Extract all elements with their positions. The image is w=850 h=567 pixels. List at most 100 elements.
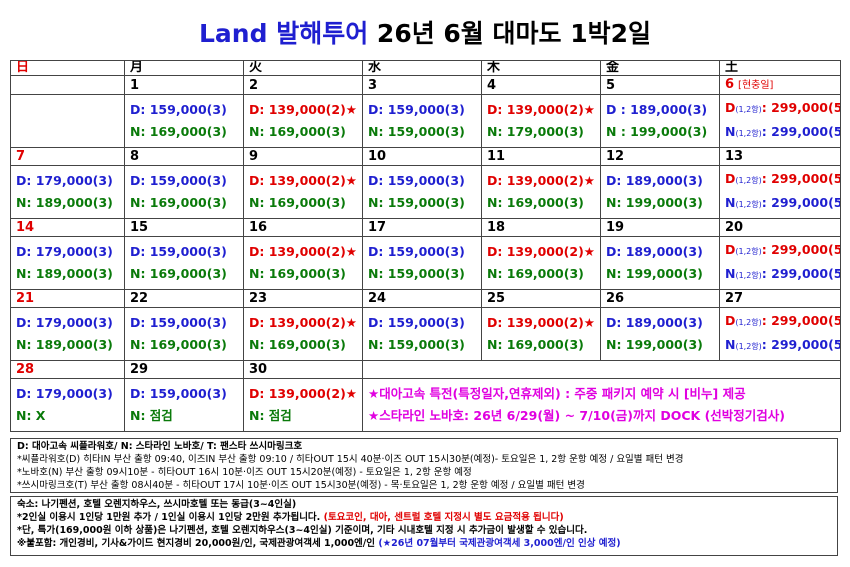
day-number: 27 (725, 291, 744, 306)
day-number: 11 (487, 149, 506, 164)
price-row: D: 179,000(3) N: 189,000(3) D: 159,000(3) N… (10, 236, 841, 290)
day-number: 18 (487, 220, 506, 235)
accommodation-info-box: 숙소: 나기펜션, 호텔 오렌지하우스, 쓰시마호텔 또는 동급(3~4인실) … (10, 496, 838, 556)
day-number: 12 (606, 149, 625, 164)
day-number-cell: 14 (10, 218, 125, 237)
departure-price: D(1,2항): 299,000(5) (725, 310, 840, 334)
tax-increase-note: (★26년 07월부터 국제관광여객세 3,000엔/인 인상 예정) (375, 538, 621, 549)
price-d-letter: D (725, 100, 736, 115)
price-n-sailing: (1,2항) (735, 271, 762, 280)
price-n-sailing: (1,2항) (735, 200, 762, 209)
price-d-line: D: 139,000(2)★ (249, 173, 357, 188)
price-n-line: N: 169,000(3) (130, 266, 227, 281)
price-n-line: N: 199,000(3) (606, 337, 703, 352)
price-d-line: D: 139,000(2)★ (487, 102, 595, 117)
price-cell: D: 179,000(3) N: 189,000(3) (10, 236, 125, 290)
day-number-cell: 13 (719, 147, 841, 166)
day-number-cell: 11 (481, 147, 601, 166)
price-cell: D: 159,000(3) N: 159,000(3) (362, 165, 482, 219)
day-number-cell: 29 (124, 360, 244, 379)
weekday-header-row: 日月火水木金土 (10, 60, 841, 76)
day-number-cell: 30 (243, 360, 363, 379)
return-price: N(1,2항): 299,000(5) (725, 334, 840, 358)
weekday-header-cell: 木 (481, 60, 601, 76)
day-number: 25 (487, 291, 506, 306)
day-number: 17 (368, 220, 387, 235)
price-d-line: D : 189,000(3) (606, 102, 708, 117)
price-d-line: D: 159,000(3) (368, 315, 465, 330)
price-n-line: N: 169,000(3) (249, 124, 346, 139)
day-number: 10 (368, 149, 387, 164)
price-n-line: N: 169,000(3) (130, 195, 227, 210)
price-cell: D: 139,000(2)★ N: 169,000(3) (243, 236, 363, 290)
day-number: 6 (725, 77, 735, 92)
price-d-line: D: 159,000(3) (130, 244, 227, 259)
day-number-cell: 27 (719, 289, 841, 308)
weekday-header-cell: 土 (719, 60, 841, 76)
price-d-line: D: 139,000(2)★ (487, 173, 595, 188)
room-surcharge-text: *2인실 이용시 1인당 1만원 추가 / 1인실 이용시 1인당 2만원 추가… (17, 512, 321, 523)
price-cell: D: 159,000(3) N: 169,000(3) (124, 165, 244, 219)
price-n-line: N: 199,000(3) (606, 195, 703, 210)
price-cell: D: 139,000(2)★ N: 169,000(3) (481, 165, 601, 219)
price-d-line: D: 159,000(3) (368, 244, 465, 259)
price-d-line: D: 179,000(3) (16, 386, 113, 401)
price-cell: D: 179,000(3) N: 189,000(3) (10, 165, 125, 219)
price-n-line: N: X (16, 408, 46, 423)
day-number-row: 14 15 16 17 18 19 20 (10, 218, 841, 237)
day-number-cell: 24 (362, 289, 482, 308)
day-number: 4 (487, 77, 497, 93)
price-cell: D: 139,000(2)★ N: 179,000(3) (481, 94, 601, 148)
price-n-letter: N (725, 337, 736, 352)
price-d-line: D: 139,000(2)★ (487, 244, 595, 259)
day-number: 1 (130, 77, 140, 93)
page-title: Land 발해투어 26년 6월 대마도 1박2일 (0, 14, 850, 50)
day-number-row: 1 2 3 4 5 6 [현충일] (10, 75, 841, 95)
day-number: 7 (16, 149, 26, 164)
day-number: 23 (249, 291, 268, 306)
day-number-cell: 19 (600, 218, 720, 237)
price-d-line: D: 189,000(3) (606, 173, 703, 188)
price-cell: D : 189,000(3) N : 199,000(3) (600, 94, 720, 148)
price-n-line: N: 점검 (130, 408, 173, 423)
price-n-sailing: (1,2항) (735, 342, 762, 351)
day-number: 5 (606, 77, 616, 93)
notice-line-1: ★대아고속 특전(특정일자,연휴제외) : 주중 패키지 예약 시 [비누] 제… (368, 386, 746, 401)
day-number: 13 (725, 149, 744, 164)
day-number-cell: 5 (600, 75, 720, 95)
price-d-sailing: (1,2항) (735, 105, 762, 114)
excluded-text: ※불포함: 개인경비, 기사&가이드 현지경비 20,000원/인, 국제관광여… (17, 538, 376, 549)
price-d-amount: : 299,000(5) (761, 242, 841, 257)
day-number: 28 (16, 362, 35, 377)
price-d-line: D: 139,000(2)★ (249, 244, 357, 259)
price-d-amount: : 299,000(5) (761, 100, 841, 115)
weekday-header-cell: 火 (243, 60, 363, 76)
special-price-line: *단, 특가(169,000원 이하 상품)은 나기펜션, 호텔 오렌지하우스(… (17, 525, 588, 536)
return-price: N(1,2항): 299,000(5) (725, 121, 840, 145)
price-cell: D: 189,000(3) N: 199,000(3) (600, 307, 720, 361)
day-number: 29 (130, 362, 149, 377)
day-number-cell: 20 (719, 218, 841, 237)
price-cell: D(1,2항): 299,000(5) N(1,2항): 299,000(5) (719, 94, 841, 148)
day-number-cell: 18 (481, 218, 601, 237)
price-n-line: N: 169,000(3) (249, 266, 346, 281)
price-n-letter: N (725, 124, 736, 139)
price-d-amount: : 299,000(5) (761, 171, 841, 186)
lodging-line: 숙소: 나기펜션, 호텔 오렌지하우스, 쓰시마호텔 또는 동급(3~4인실) (17, 499, 297, 510)
price-cell: D: 179,000(3) N: X (10, 378, 125, 432)
price-d-line: D: 189,000(3) (606, 315, 703, 330)
day-number: 2 (249, 77, 259, 93)
day-number-cell: 16 (243, 218, 363, 237)
departure-price: D(1,2항): 299,000(5) (725, 239, 840, 263)
price-n-amount: : 299,000(5) (761, 124, 841, 139)
day-number-cell: 9 (243, 147, 363, 166)
ferry-seaflower-note: *씨플라워호(D) 히타IN 부산 출항 09:40, 이즈IN 부산 출항 0… (17, 454, 684, 465)
price-d-line: D: 159,000(3) (130, 386, 227, 401)
price-cell: D: 139,000(2)★ N: 169,000(3) (481, 307, 601, 361)
notice-line-2: ★스타라인 노바호: 26년 6/29(월) ~ 7/10(금)까지 DOCK … (368, 408, 785, 423)
price-d-sailing: (1,2항) (735, 247, 762, 256)
price-n-letter: N (725, 266, 736, 281)
day-number: 22 (130, 291, 149, 306)
price-d-line: D: 159,000(3) (130, 173, 227, 188)
calendar-table: 日月火水木金土 1 2 3 4 5 6 [현충일] D: 159,000(3) N: 169,00… (10, 60, 841, 432)
